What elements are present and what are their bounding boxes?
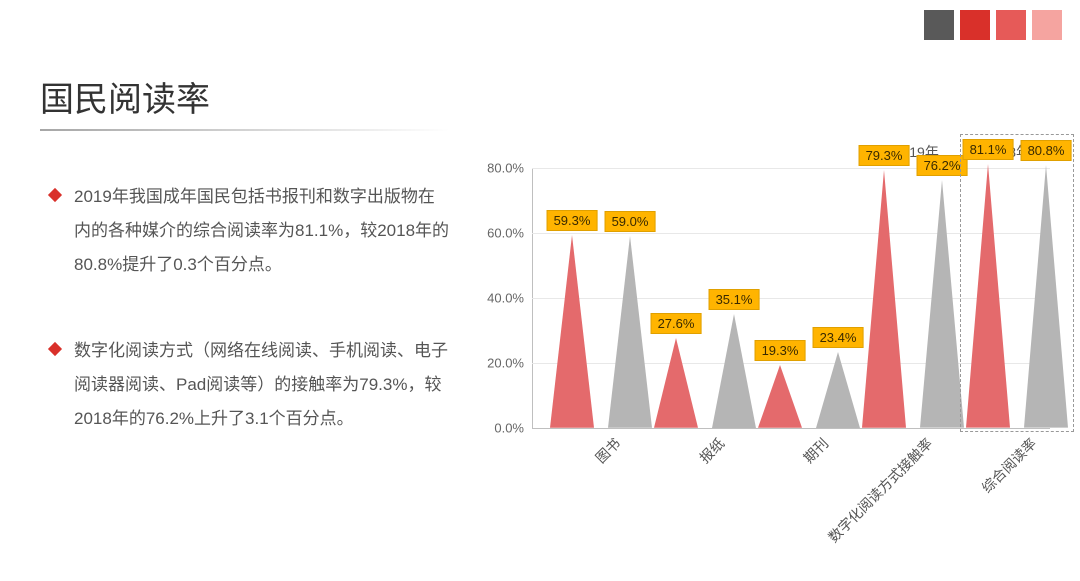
y-tick-label: 20.0%: [487, 356, 532, 371]
corner-square: [924, 10, 954, 40]
value-label: 59.3%: [547, 210, 598, 231]
y-tick-label: 0.0%: [494, 421, 532, 436]
value-label: 19.3%: [755, 340, 806, 361]
x-tick-label: 图书: [591, 434, 625, 468]
value-label: 27.6%: [651, 313, 702, 334]
triangle-bar: [758, 365, 802, 428]
corner-square: [1032, 10, 1062, 40]
corner-squares: [924, 10, 1062, 40]
highlight-box: [960, 134, 1074, 432]
title-block: 国民阅读率: [40, 72, 450, 131]
diamond-icon: [48, 188, 62, 202]
bullet-item: 数字化阅读方式（网络在线阅读、手机阅读、电子阅读器阅读、Pad阅读等）的接触率为…: [50, 334, 450, 436]
chart: 2019年2018年 0.0%20.0%40.0%60.0%80.0%59.3%…: [468, 128, 1060, 548]
bullet-list: 2019年我国成年国民包括书报刊和数字出版物在内的各种媒介的综合阅读率为81.1…: [50, 180, 450, 488]
triangle-bar: [816, 352, 860, 428]
corner-square: [960, 10, 990, 40]
x-tick-label: 综合阅读率: [977, 434, 1041, 498]
x-tick-label: 报纸: [695, 434, 729, 468]
value-label: 35.1%: [709, 289, 760, 310]
triangle-bar: [550, 235, 594, 428]
value-label: 23.4%: [813, 327, 864, 348]
y-tick-label: 80.0%: [487, 161, 532, 176]
x-tick-label: 数字化阅读方式接触率: [824, 434, 937, 547]
y-tick-label: 40.0%: [487, 291, 532, 306]
chart-plot: 0.0%20.0%40.0%60.0%80.0%59.3%59.0%图书27.6…: [532, 168, 1050, 428]
page-title: 国民阅读率: [40, 72, 450, 121]
bullet-text: 2019年我国成年国民包括书报刊和数字出版物在内的各种媒介的综合阅读率为81.1…: [74, 180, 450, 282]
corner-square: [996, 10, 1026, 40]
bullet-text: 数字化阅读方式（网络在线阅读、手机阅读、电子阅读器阅读、Pad阅读等）的接触率为…: [74, 334, 450, 436]
value-label: 79.3%: [859, 145, 910, 166]
triangle-bar: [920, 180, 964, 428]
triangle-bar: [654, 338, 698, 428]
value-label: 59.0%: [605, 211, 656, 232]
triangle-bar: [712, 314, 756, 428]
y-tick-label: 60.0%: [487, 226, 532, 241]
triangle-bar: [608, 236, 652, 428]
title-underline: [40, 129, 450, 131]
x-tick-label: 期刊: [799, 434, 833, 468]
bullet-item: 2019年我国成年国民包括书报刊和数字出版物在内的各种媒介的综合阅读率为81.1…: [50, 180, 450, 282]
triangle-bar: [862, 170, 906, 428]
diamond-icon: [48, 342, 62, 356]
